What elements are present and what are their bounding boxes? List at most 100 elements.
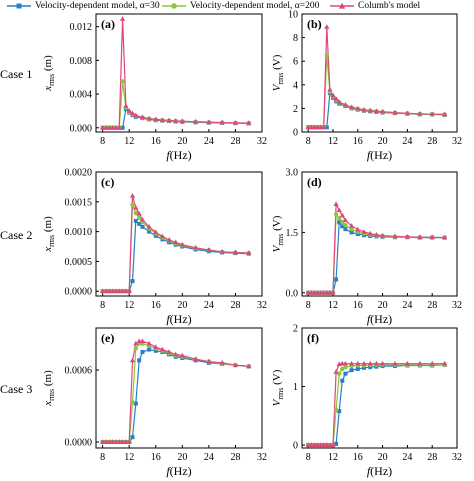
data-point: [339, 212, 345, 218]
data-point: [179, 352, 185, 358]
legend-item-alpha200: Velocity-dependent model, α=200: [160, 0, 320, 12]
data-point: [368, 365, 373, 370]
y-tick-label: 0.012: [70, 22, 93, 33]
data-point: [442, 234, 448, 240]
x-tick-label: 16: [353, 300, 363, 311]
series-line: [308, 364, 445, 446]
y-tick-label: 0.004: [70, 90, 93, 101]
data-point: [126, 439, 132, 444]
y-tick-label: 0: [293, 128, 298, 139]
data-point: [343, 222, 348, 228]
data-point: [153, 229, 159, 235]
x-tick-label: 28: [427, 136, 437, 147]
y-tick-label: 4: [293, 80, 298, 91]
x-axis-label: f(Hz): [367, 148, 392, 162]
plot-frame: [301, 171, 458, 297]
legend: Velocity-dependent model, α=30 Velocity-…: [0, 0, 474, 12]
data-point: [106, 124, 112, 130]
data-point: [417, 111, 423, 116]
plot-frame: [95, 171, 263, 297]
row-label-case-3: Case 3: [0, 382, 33, 396]
data-point: [123, 103, 129, 108]
data-point: [349, 223, 355, 228]
data-point: [133, 340, 139, 346]
legend-label: Velocity-dependent model, α=200: [190, 1, 320, 11]
data-point: [337, 409, 342, 414]
y-tick-label: 0.000: [70, 123, 93, 134]
data-point: [173, 239, 179, 245]
data-point: [337, 220, 342, 225]
x-tick-label: 28: [230, 300, 240, 311]
chart-panel-d: 8 12 16 20 24 28 32 0.0 1.5 3.0 f(Hz) Vrms (V) (d): [271, 168, 462, 327]
y-tick-label: 6: [293, 57, 298, 68]
plot-frame: [301, 13, 458, 133]
data-point: [232, 120, 239, 125]
data-point: [206, 119, 212, 124]
data-point: [136, 338, 142, 343]
data-point: [429, 360, 435, 366]
data-point: [140, 350, 145, 354]
legend-item-alpha30: Velocity-dependent model, α=30: [5, 0, 160, 12]
data-point: [140, 224, 145, 229]
data-point: [130, 202, 135, 207]
row-label-case-2: Case 2: [0, 228, 33, 242]
data-point: [404, 234, 410, 239]
data-point: [100, 124, 106, 130]
data-point: [126, 108, 132, 113]
x-tick-label: 8: [100, 136, 105, 147]
x-tick-label: 24: [402, 300, 412, 311]
data-point: [129, 357, 136, 363]
data-point: [342, 102, 348, 107]
data-point: [232, 362, 239, 367]
data-point: [130, 279, 135, 284]
data-point: [166, 117, 172, 123]
x-tick-label: 12: [328, 136, 338, 147]
data-point: [324, 24, 330, 29]
data-point: [392, 109, 398, 115]
data-point: [340, 378, 345, 383]
plot-frame: [95, 327, 263, 449]
x-tick-label: 20: [177, 452, 187, 463]
data-point: [119, 288, 126, 294]
x-tick-label: 32: [452, 300, 462, 311]
data-point: [173, 118, 179, 123]
data-point: [206, 358, 212, 364]
x-tick-label: 8: [306, 300, 311, 311]
triangle-marker-icon: [338, 2, 346, 9]
y-tick-label: 2: [293, 104, 298, 115]
x-tick-label: 32: [257, 452, 267, 463]
data-point: [219, 360, 225, 365]
data-point: [137, 221, 142, 226]
series-line: [102, 204, 249, 292]
data-point: [429, 234, 435, 240]
data-point: [133, 401, 138, 406]
x-tick-label: 24: [204, 452, 214, 463]
data-point: [146, 224, 152, 229]
data-point: [139, 114, 146, 120]
data-point: [342, 217, 348, 223]
data-point: [153, 344, 159, 349]
panel-label: (b): [307, 17, 322, 31]
data-point: [340, 224, 345, 229]
circle-marker-icon: [171, 3, 177, 9]
series-line: [308, 363, 445, 446]
y-tick-label: 0.0000: [65, 287, 93, 298]
x-axis-label: f(Hz): [166, 312, 191, 326]
chart-panel-e: 8 12 16 20 24 28 32 0.0000 0.0006 f(Hz) xrms (m) (e…: [42, 327, 267, 478]
y-axis-label: xrms (m): [42, 370, 56, 407]
data-point: [179, 241, 185, 247]
data-point: [442, 360, 448, 366]
data-point: [232, 249, 239, 255]
data-point: [404, 110, 410, 116]
data-point: [120, 79, 125, 84]
panel-label: (f): [307, 331, 319, 345]
x-tick-label: 8: [100, 452, 105, 463]
square-marker-icon: [16, 3, 22, 9]
data-point: [219, 249, 225, 254]
data-point: [334, 277, 339, 282]
data-point: [417, 360, 423, 366]
y-tick-label: 0.0020: [65, 168, 93, 179]
series-line: [102, 219, 249, 292]
x-tick-label: 16: [151, 136, 161, 147]
